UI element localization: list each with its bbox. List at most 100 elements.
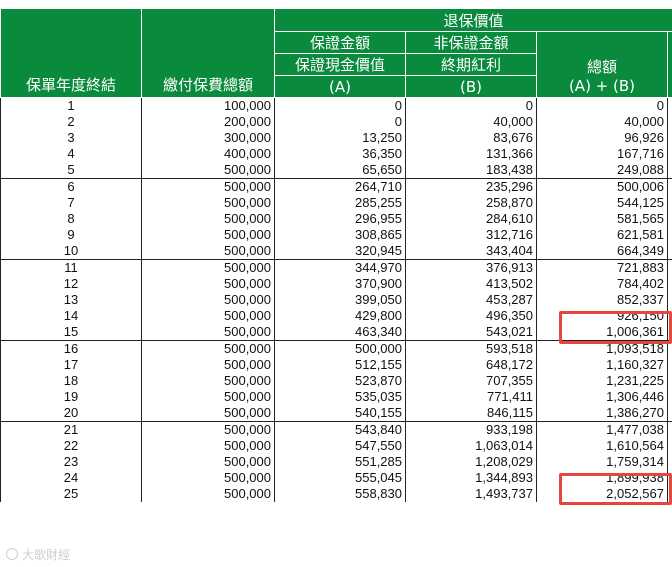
table-row: 15 500,000 463,340 543,021 1,006,361 xyxy=(0,324,672,341)
cell-premium-paid: 500,000 xyxy=(141,405,275,422)
table-row: 23 500,000 551,285 1,208,029 1,759,314 xyxy=(0,454,672,470)
cell-guaranteed-cash-value: 543,840 xyxy=(274,421,406,438)
cell-total-surrender-value: 621,581 xyxy=(536,227,668,243)
watermark: 大歌財經 xyxy=(6,546,70,563)
cell-terminal-bonus: 453,287 xyxy=(405,292,537,308)
cell-edge xyxy=(666,438,672,454)
cell-year: 23 xyxy=(0,454,142,470)
cell-edge xyxy=(666,292,672,308)
cell-year: 20 xyxy=(0,405,142,422)
cell-edge xyxy=(666,421,672,438)
cell-edge xyxy=(666,211,672,227)
cell-edge xyxy=(666,340,672,357)
cell-year: 2 xyxy=(0,114,142,130)
table-row: 10 500,000 320,945 343,404 664,349 xyxy=(0,243,672,260)
cell-year: 21 xyxy=(0,421,142,438)
cell-guaranteed-cash-value: 344,970 xyxy=(274,259,406,276)
cell-premium-paid: 500,000 xyxy=(141,211,275,227)
cell-premium-paid: 200,000 xyxy=(141,114,275,130)
cell-total-surrender-value: 2,052,567 xyxy=(536,486,668,502)
cell-edge xyxy=(666,357,672,373)
cell-edge xyxy=(666,308,672,324)
table-row: 21 500,000 543,840 933,198 1,477,038 xyxy=(0,421,672,438)
cell-terminal-bonus: 131,366 xyxy=(405,146,537,162)
cell-terminal-bonus: 183,438 xyxy=(405,162,537,179)
cell-premium-paid: 500,000 xyxy=(141,373,275,389)
watermark-text: 大歌財經 xyxy=(22,548,71,562)
header-col-a-label: 保證現金價值 xyxy=(274,53,406,76)
table-row: 25 500,000 558,830 1,493,737 2,052,567 xyxy=(0,486,672,502)
cell-total-surrender-value: 1,610,564 xyxy=(536,438,668,454)
cell-edge xyxy=(666,178,672,195)
cell-total-surrender-value: 664,349 xyxy=(536,243,668,260)
cell-premium-paid: 500,000 xyxy=(141,308,275,324)
table-row: 18 500,000 523,870 707,355 1,231,225 xyxy=(0,373,672,389)
cell-edge xyxy=(666,227,672,243)
cell-premium-paid: 500,000 xyxy=(141,259,275,276)
cell-edge xyxy=(666,389,672,405)
cell-edge xyxy=(666,276,672,292)
cell-terminal-bonus: 376,913 xyxy=(405,259,537,276)
cell-year: 9 xyxy=(0,227,142,243)
cell-edge xyxy=(666,324,672,341)
cell-year: 6 xyxy=(0,178,142,195)
cell-edge xyxy=(666,146,672,162)
cell-year: 12 xyxy=(0,276,142,292)
cell-guaranteed-cash-value: 535,035 xyxy=(274,389,406,405)
cell-premium-paid: 100,000 xyxy=(141,97,275,114)
header-total-code: (A) + (B) xyxy=(568,77,636,95)
cell-premium-paid: 500,000 xyxy=(141,178,275,195)
table-row: 22 500,000 547,550 1,063,014 1,610,564 xyxy=(0,438,672,454)
surrender-value-table: 保單年度終結 繳付保費總額 退保價值 保證金額 非保證金額 總額 (A) + (… xyxy=(0,8,672,502)
cell-guaranteed-cash-value: 36,350 xyxy=(274,146,406,162)
table-row: 8 500,000 296,955 284,610 581,565 xyxy=(0,211,672,227)
cell-total-surrender-value: 1,306,446 xyxy=(536,389,668,405)
cell-total-surrender-value: 1,759,314 xyxy=(536,454,668,470)
header-col-b-code: (B) xyxy=(405,75,537,98)
cell-premium-paid: 500,000 xyxy=(141,454,275,470)
cell-premium-paid: 500,000 xyxy=(141,227,275,243)
cell-total-surrender-value: 1,093,518 xyxy=(536,340,668,357)
cell-guaranteed-cash-value: 523,870 xyxy=(274,373,406,389)
cell-premium-paid: 500,000 xyxy=(141,438,275,454)
cell-total-surrender-value: 1,231,225 xyxy=(536,373,668,389)
cell-total-surrender-value: 1,477,038 xyxy=(536,421,668,438)
cell-guaranteed-cash-value: 429,800 xyxy=(274,308,406,324)
cell-total-surrender-value: 784,402 xyxy=(536,276,668,292)
cell-terminal-bonus: 284,610 xyxy=(405,211,537,227)
header-total: 總額 (A) + (B) xyxy=(536,31,668,98)
cell-total-surrender-value: 0 xyxy=(536,97,668,114)
cell-guaranteed-cash-value: 320,945 xyxy=(274,243,406,260)
table-row: 7 500,000 285,255 258,870 544,125 xyxy=(0,195,672,211)
table-row: 20 500,000 540,155 846,115 1,386,270 xyxy=(0,405,672,422)
cell-total-surrender-value: 96,926 xyxy=(536,130,668,146)
cell-edge xyxy=(666,162,672,179)
cell-year: 22 xyxy=(0,438,142,454)
header-policy-year: 保單年度終結 xyxy=(0,8,142,98)
table-row: 13 500,000 399,050 453,287 852,337 xyxy=(0,292,672,308)
cell-terminal-bonus: 543,021 xyxy=(405,324,537,341)
cell-edge xyxy=(666,470,672,486)
table-row: 24 500,000 555,045 1,344,893 1,899,938 xyxy=(0,470,672,486)
header-edge xyxy=(666,31,672,98)
cell-total-surrender-value: 1,386,270 xyxy=(536,405,668,422)
table-row: 1 100,000 0 0 0 xyxy=(0,97,672,114)
cell-edge xyxy=(666,486,672,502)
cell-terminal-bonus: 846,115 xyxy=(405,405,537,422)
cell-total-surrender-value: 926,150 xyxy=(536,308,668,324)
cell-guaranteed-cash-value: 0 xyxy=(274,97,406,114)
table-row: 4 400,000 36,350 131,366 167,716 xyxy=(0,146,672,162)
cell-total-surrender-value: 249,088 xyxy=(536,162,668,179)
header-guaranteed-group: 保證金額 xyxy=(274,31,406,54)
cell-guaranteed-cash-value: 296,955 xyxy=(274,211,406,227)
table-row: 9 500,000 308,865 312,716 621,581 xyxy=(0,227,672,243)
cell-year: 10 xyxy=(0,243,142,260)
cell-guaranteed-cash-value: 547,550 xyxy=(274,438,406,454)
cell-premium-paid: 500,000 xyxy=(141,340,275,357)
cell-edge xyxy=(666,259,672,276)
cell-guaranteed-cash-value: 13,250 xyxy=(274,130,406,146)
cell-terminal-bonus: 312,716 xyxy=(405,227,537,243)
cell-premium-paid: 300,000 xyxy=(141,130,275,146)
cell-edge xyxy=(666,405,672,422)
table-header: 保單年度終結 繳付保費總額 退保價值 保證金額 非保證金額 總額 (A) + (… xyxy=(0,8,672,98)
